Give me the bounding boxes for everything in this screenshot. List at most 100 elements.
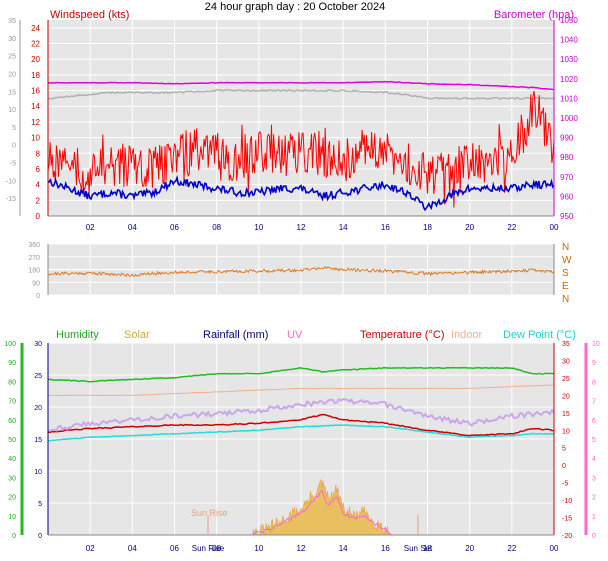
windspeed-axis-label: Windspeed (kts) — [50, 9, 129, 21]
uv-tick-label: 8 — [592, 379, 596, 386]
temp-tick-label: -15 — [562, 516, 572, 523]
humidity-tick-label: 100 — [4, 341, 16, 348]
humidity-tick-label: 70 — [8, 399, 16, 406]
x-tick-label: 12 — [297, 544, 306, 553]
barometer-axis-label: Barometer (hpa) — [494, 9, 574, 21]
legend-solar: Solar — [124, 329, 150, 341]
sunrise-annotation: Sun Rise — [191, 508, 228, 518]
rain-tick-label: 20 — [34, 405, 42, 412]
wind-tick-label: 24 — [31, 24, 40, 33]
uv-tick-label: 10 — [592, 341, 600, 348]
humidity-tick-label: 40 — [8, 456, 16, 463]
x-tick-label: 00 — [550, 544, 559, 553]
baro-tick-label: 990 — [560, 134, 574, 143]
temp-tick-label: 30 — [562, 358, 570, 365]
outer-tick-label: -5 — [10, 161, 16, 168]
uv-tick-label: 5 — [592, 437, 596, 444]
baro-tick-label: 960 — [560, 192, 574, 201]
humidity-tick-label: 80 — [8, 379, 16, 386]
outer-tick-label: 35 — [8, 18, 16, 25]
baro-tick-label: 1000 — [560, 114, 578, 123]
uv-tick-label: 3 — [592, 475, 596, 482]
wind-tick-label: 10 — [31, 134, 40, 143]
x-tick-label: 12 — [297, 223, 306, 232]
x-tick-label: 08 — [212, 223, 221, 232]
wind-tick-label: 20 — [31, 55, 40, 64]
uv-tick-label: 1 — [592, 514, 596, 521]
series-temperature — [48, 413, 555, 437]
outer-tick-label: -15 — [6, 196, 16, 203]
x-tick-label: 16 — [381, 223, 390, 232]
temp-tick-label: 5 — [562, 446, 566, 453]
series-solar-uv — [250, 489, 393, 536]
wind-tick-label: 8 — [36, 149, 41, 158]
baro-tick-label: 1020 — [560, 75, 578, 84]
page-title: 24 hour graph day : 20 October 2024 — [205, 1, 385, 13]
wind-tick-label: 18 — [31, 71, 40, 80]
temp-tick-label: -5 — [562, 481, 568, 488]
wind-tick-label: 2 — [36, 196, 41, 205]
series-baro — [48, 80, 555, 91]
x-tick-label: 06 — [170, 544, 179, 553]
x-tick-label: 02 — [86, 223, 95, 232]
outer-tick-label: 0 — [12, 143, 16, 150]
temp-tick-label: 35 — [562, 341, 570, 348]
wind-tick-label: 12 — [31, 118, 40, 127]
outer-tick-label: -10 — [6, 178, 16, 185]
baro-tick-label: 1010 — [560, 94, 578, 103]
dir-tick-label: 0 — [36, 293, 40, 300]
outer-tick-label: 25 — [8, 54, 16, 61]
rain-tick-label: 5 — [38, 501, 42, 508]
temp-tick-label: 10 — [562, 428, 570, 435]
x-tick-label: 18 — [423, 223, 432, 232]
compass-label: N — [562, 294, 569, 305]
uv-tick-label: 9 — [592, 360, 596, 367]
x-tick-label: 04 — [128, 544, 137, 553]
compass-label: E — [562, 281, 569, 292]
baro-tick-label: 950 — [560, 212, 574, 221]
humidity-tick-label: 10 — [8, 514, 16, 521]
legend-dewpoint: Dew Point (°C) — [503, 329, 576, 341]
dir-tick-label: 180 — [28, 268, 40, 275]
compass-label: N — [562, 242, 569, 253]
legend-indoor: Indoor — [451, 329, 483, 341]
x-tick-label: 06 — [170, 223, 179, 232]
compass-label: S — [562, 268, 569, 279]
x-tick-label: 10 — [254, 544, 263, 553]
wind-tick-label: 22 — [31, 40, 40, 49]
x-tick-label: 22 — [507, 544, 516, 553]
wind-tick-label: 16 — [31, 87, 40, 96]
series-baro_grey — [47, 88, 555, 101]
dir-tick-label: 360 — [28, 242, 40, 249]
series-wind — [47, 90, 555, 208]
baro-tick-label: 1040 — [560, 36, 578, 45]
baro-tick-label: 970 — [560, 173, 574, 182]
legend-temperature: Temperature (°C) — [360, 329, 444, 341]
temp-tick-label: 20 — [562, 393, 570, 400]
humidity-tick-label: 90 — [8, 360, 16, 367]
baro-tick-label: 980 — [560, 153, 574, 162]
humidity-tick-label: 20 — [8, 495, 16, 502]
temp-tick-label: 0 — [562, 463, 566, 470]
rain-tick-label: 30 — [34, 341, 42, 348]
humidity-tick-label: 0 — [12, 533, 16, 540]
x-tick-label: 02 — [86, 544, 95, 553]
outer-tick-label: 20 — [8, 71, 16, 78]
humidity-tick-label: 50 — [8, 437, 16, 444]
wind-tick-label: 4 — [36, 181, 41, 190]
sunset-axis-label: Sun Set — [404, 544, 433, 553]
wind-barometer-chart: -15-10-505101520253035024681012141618202… — [6, 9, 578, 232]
temp-tick-label: 15 — [562, 411, 570, 418]
outer-tick-label: 30 — [8, 36, 16, 43]
uv-tick-label: 7 — [592, 399, 596, 406]
series-humidity — [47, 366, 555, 383]
x-tick-label: 00 — [550, 223, 559, 232]
sunrise-axis-label: Sun Rise — [192, 544, 225, 553]
rain-tick-label: 25 — [34, 373, 42, 380]
x-tick-label: 22 — [507, 223, 516, 232]
rain-tick-label: 10 — [34, 469, 42, 476]
series-uv — [47, 397, 555, 432]
x-tick-label: 10 — [254, 223, 263, 232]
